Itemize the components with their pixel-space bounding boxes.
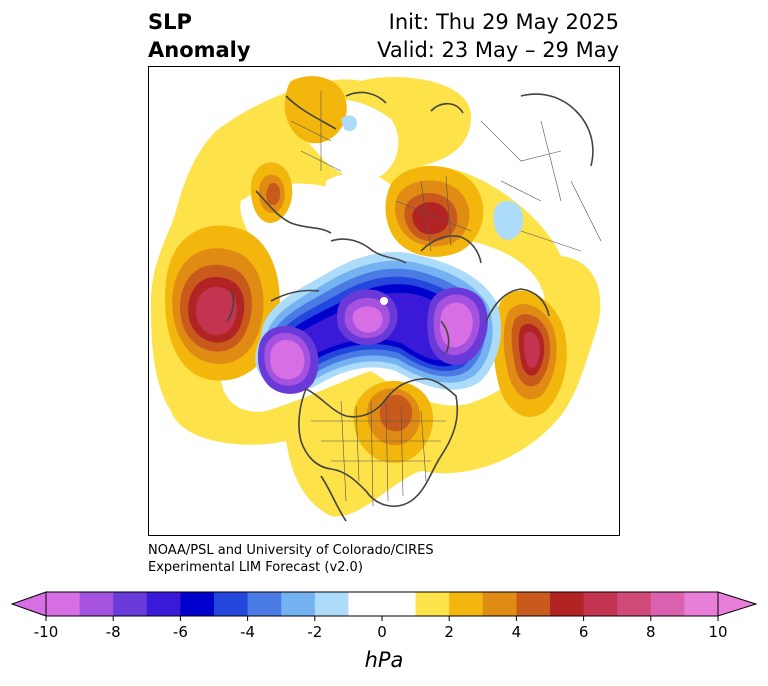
positive-anomaly-north-pacific: [165, 225, 280, 381]
colorbar-ticks: -10 -8 -6 -4 -2 0 2 4 6 8 10: [34, 616, 728, 641]
colorbar-segment: [180, 592, 215, 616]
map-panel: [148, 66, 620, 536]
colorbar-segment: [583, 592, 618, 616]
colorbar-segment: [146, 592, 181, 616]
colorbar-segment: [482, 592, 517, 616]
coastlines: [226, 91, 594, 522]
credit-text: NOAA/PSL and University of Colorado/CIRE…: [148, 542, 434, 576]
colorbar-tick-label: -10: [34, 623, 59, 641]
country-borders: [290, 91, 602, 507]
title-line-1: SLP: [148, 10, 192, 34]
colorbar-segment: [415, 592, 450, 616]
colorbar-tick-label: 8: [646, 623, 656, 641]
credit-line-2: Experimental LIM Forecast (v2.0): [148, 560, 363, 575]
positive-anomaly-north-atlantic: [493, 290, 567, 417]
colorbar-segment: [281, 592, 316, 616]
positive-anomaly-hudson-bay: [353, 381, 434, 463]
title-line-2: Anomaly: [148, 38, 251, 62]
colorbar-segment: [684, 592, 719, 616]
colorbar-tick-label: -2: [307, 623, 322, 641]
colorbar: -10 -8 -6 -4 -2 0 2 4 6 8 10: [10, 590, 758, 650]
colorbar-tick-label: -8: [106, 623, 121, 641]
colorbar-segment: [550, 592, 585, 616]
colorbar-segment: [214, 592, 249, 616]
colorbar-tick-label: -6: [173, 623, 188, 641]
colorbar-segment: [516, 592, 551, 616]
colorbar-segment: [79, 592, 114, 616]
negative-anomaly-bering: [257, 326, 319, 394]
colorbar-graphic: -10 -8 -6 -4 -2 0 2 4 6 8 10: [10, 591, 758, 641]
map-title: SLP Anomaly: [148, 8, 251, 64]
colorbar-segment: [617, 592, 652, 616]
colorbar-unit-label: hPa: [364, 648, 404, 672]
colorbar-tick-label: 0: [377, 623, 387, 641]
colorbar-segment: [314, 592, 349, 616]
colorbar-segment: [382, 592, 417, 616]
slp-anomaly-map: [151, 76, 602, 522]
colorbar-extend-min: [10, 591, 47, 617]
colorbar-segments: [10, 591, 758, 617]
colorbar-tick-label: 4: [512, 623, 522, 641]
init-date: Init: Thu 29 May 2025: [388, 10, 619, 34]
negative-anomaly-asia-weak: [341, 115, 524, 240]
colorbar-tick-label: 2: [444, 623, 454, 641]
forecast-dates: Init: Thu 29 May 2025 Valid: 23 May – 29…: [377, 8, 619, 64]
colorbar-segment: [113, 592, 148, 616]
positive-anomaly-europe: [385, 166, 484, 257]
positive-anomaly-east-asia: [251, 162, 293, 223]
colorbar-segment: [650, 592, 685, 616]
colorbar-tick-label: -4: [240, 623, 255, 641]
colorbar-segment: [46, 592, 81, 616]
negative-anomaly-arctic: [337, 289, 398, 346]
colorbar-segment: [247, 592, 282, 616]
colorbar-tick-label: 6: [579, 623, 589, 641]
colorbar-segment: [449, 592, 484, 616]
negative-anomaly-siberia: [427, 287, 488, 365]
colorbar-tick-label: 10: [708, 623, 727, 641]
credit-line-1: NOAA/PSL and University of Colorado/CIRE…: [148, 543, 434, 558]
colorbar-extend-max: [717, 591, 758, 617]
valid-range: Valid: 23 May – 29 May: [377, 38, 619, 62]
colorbar-segment: [348, 592, 383, 616]
